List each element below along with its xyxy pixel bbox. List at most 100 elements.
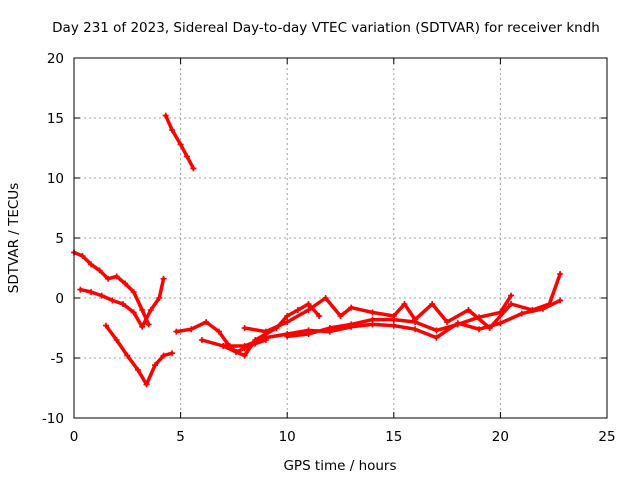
data-point (98, 292, 105, 299)
x-tick-label: 0 (70, 429, 79, 445)
x-tick-labels: 0 5 10 15 20 25 (70, 429, 616, 445)
series-track-7 (220, 297, 564, 349)
series-line (285, 293, 513, 339)
data-point (183, 153, 190, 160)
y-tick-label: 0 (55, 291, 64, 307)
data-point (337, 313, 344, 319)
data-point (454, 321, 461, 328)
data-point (369, 309, 376, 316)
data-point (169, 127, 176, 133)
data-point (177, 141, 184, 148)
data-point (262, 334, 269, 341)
data-point (88, 289, 95, 295)
series-track-1 (71, 249, 152, 328)
data-point (102, 322, 109, 329)
data-point (557, 297, 564, 304)
x-tick-label: 10 (279, 429, 296, 445)
data-point (241, 325, 248, 331)
data-point (130, 309, 137, 316)
data-point (401, 301, 408, 307)
data-point (433, 334, 440, 341)
data-point (203, 319, 210, 325)
data-point (546, 301, 553, 307)
y-tick-labels: -10 -5 0 5 10 15 20 (42, 51, 64, 427)
y-tick-label: 15 (47, 111, 64, 127)
data-point (429, 301, 436, 307)
data-point (134, 367, 141, 373)
data-point (305, 307, 312, 313)
data-point (143, 381, 150, 388)
data-point (88, 261, 95, 268)
data-point (145, 321, 152, 328)
x-tick-label: 20 (492, 429, 509, 445)
data-point (190, 165, 197, 172)
data-point (130, 289, 137, 295)
data-point (497, 309, 504, 316)
data-point (96, 267, 103, 274)
y-tick-label: -5 (51, 351, 64, 367)
data-point (316, 313, 323, 319)
data-point (486, 325, 493, 331)
series-line (104, 323, 174, 387)
series-track-3 (102, 322, 176, 388)
data-point (122, 280, 129, 287)
data-point (162, 112, 169, 119)
data-point (79, 253, 86, 259)
data-point (390, 322, 397, 329)
data-point (412, 319, 419, 325)
y-tick-label: 10 (47, 171, 64, 187)
series-track-9 (284, 292, 515, 340)
data-point (508, 301, 515, 307)
data-point (326, 325, 333, 331)
x-tick-label: 15 (385, 429, 402, 445)
data-point (113, 273, 120, 280)
series-line (78, 277, 166, 329)
data-point (348, 321, 355, 328)
data-point (262, 328, 269, 335)
data-point (215, 328, 222, 335)
data-point (160, 352, 167, 359)
data-point (139, 323, 146, 330)
data-point (147, 307, 154, 313)
series-track-4 (162, 112, 197, 172)
x-tick-label: 5 (176, 429, 185, 445)
data-point (518, 310, 525, 317)
data-point (433, 327, 440, 334)
data-point (412, 326, 419, 333)
data-point (476, 314, 483, 321)
data-point (294, 307, 301, 313)
series-track-2 (77, 275, 167, 330)
x-axis-label: GPS time / hours (283, 458, 396, 474)
data-point (508, 292, 515, 299)
series-line (72, 250, 151, 327)
data-point (156, 295, 163, 301)
data-point (173, 328, 180, 335)
data-point (476, 326, 483, 333)
data-point (152, 362, 159, 369)
data-point (305, 301, 312, 307)
data-point (109, 297, 116, 304)
series-line (174, 320, 268, 354)
data-point (557, 271, 564, 277)
data-point (120, 301, 127, 307)
y-tick-label: 20 (47, 51, 64, 67)
data-point (497, 320, 504, 327)
data-point (188, 326, 195, 333)
data-point (284, 319, 291, 325)
data-point (390, 316, 397, 323)
data-point (139, 307, 146, 313)
data-point (198, 337, 205, 343)
chart-title: Day 231 of 2023, Sidereal Day-to-day VTE… (52, 20, 600, 36)
grid-lines (74, 58, 607, 418)
y-axis-label: SDTVAR / TECUs (6, 183, 22, 293)
data-series (71, 112, 564, 388)
y-tick-label: -10 (42, 411, 64, 427)
data-point (77, 286, 84, 293)
data-point (369, 316, 376, 323)
data-point (220, 343, 227, 349)
data-point (105, 275, 112, 282)
data-point (241, 352, 248, 359)
series-line (163, 113, 196, 171)
data-point (241, 343, 248, 349)
